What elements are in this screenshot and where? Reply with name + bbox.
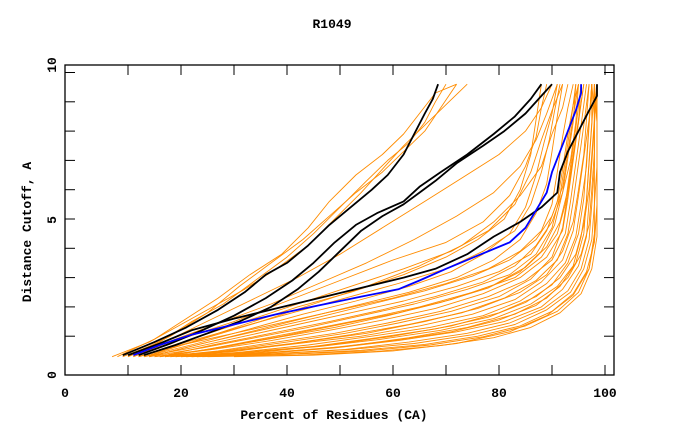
series-line-orange-band-27 <box>149 84 579 358</box>
series-line-orange-band-23 <box>186 84 595 358</box>
series-line-orange-upper-1 <box>111 83 468 358</box>
series-line-orange-band-28 <box>165 84 585 358</box>
x-axis-label: Percent of Residues (CA) <box>240 408 427 423</box>
series-line-orange-band-9 <box>170 84 593 358</box>
y-axis-label: Distance Cutoff, A <box>20 162 35 303</box>
series-line-orange-band-26 <box>138 84 561 358</box>
x-tick-label: 80 <box>491 386 507 401</box>
series-line-orange-mid-5 <box>138 84 542 358</box>
series-line-black-2 <box>138 83 543 357</box>
series-line-orange-band-11 <box>175 84 593 358</box>
y-tick-label: 0 <box>45 371 60 379</box>
series-line-orange-band-21 <box>159 84 577 358</box>
series-line-black-3 <box>143 83 553 357</box>
series-line-orange-upper-3 <box>117 83 457 358</box>
series-line-orange-band-3 <box>149 84 577 358</box>
series-line-orange-upper-2 <box>122 83 447 358</box>
series-line-orange-band-22 <box>175 84 590 358</box>
series-line-orange-mid-1 <box>127 84 553 358</box>
plot-area <box>111 83 598 358</box>
series-line-orange-band-19 <box>149 84 564 358</box>
series-line-orange-band-25 <box>233 84 595 358</box>
y-tick-label: 5 <box>45 216 60 224</box>
series-line-orange-band-2 <box>143 84 579 358</box>
axis-ticks <box>65 65 614 375</box>
axis-tick-labels: 0 20 40 60 80 100 0 5 10 <box>45 57 617 401</box>
series-line-orange-band-29 <box>196 84 598 358</box>
series-line-orange-band-5 <box>154 84 585 358</box>
series-line-blue-reference <box>132 84 582 357</box>
x-tick-label: 100 <box>593 386 617 401</box>
series-line-black-4 <box>127 84 598 357</box>
y-tick-label: 10 <box>45 57 60 73</box>
series-line-orange-band-30 <box>159 84 579 358</box>
chart-title: R1049 <box>312 17 351 32</box>
series-line-orange-mid-3 <box>133 84 548 358</box>
x-tick-label: 0 <box>61 386 69 401</box>
x-tick-label: 40 <box>279 386 295 401</box>
series-line-orange-band-6 <box>159 84 587 358</box>
x-tick-label: 60 <box>385 386 401 401</box>
series-line-orange-upper-4 <box>127 83 457 358</box>
x-tick-label: 20 <box>173 386 189 401</box>
series-line-orange-band-20 <box>143 84 558 358</box>
series-line-orange-band-17 <box>196 84 598 358</box>
series-line-orange-band-24 <box>207 84 598 358</box>
series-line-black-1 <box>122 83 439 357</box>
